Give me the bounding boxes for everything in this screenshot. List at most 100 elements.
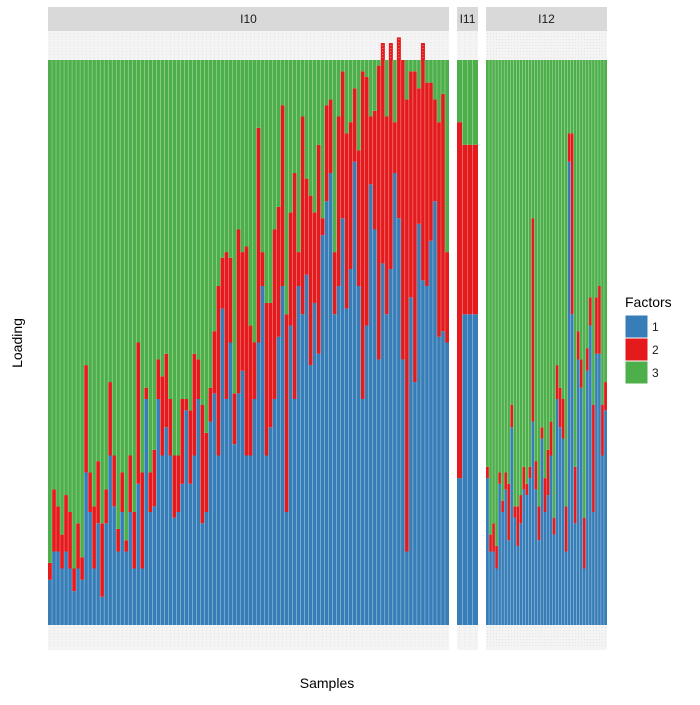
legend-label-1: 1 (652, 320, 659, 334)
x-tick-band-top (486, 31, 607, 60)
bar-i10-sample-46-factor-2 (228, 257, 233, 343)
bar-i10-sample-45-factor-1 (224, 399, 229, 625)
bar-i10-sample-32-factor-2 (172, 455, 177, 518)
bar-i12-sample-24-factor-2 (555, 365, 559, 399)
bar-i10-sample-21-factor-1 (128, 512, 133, 625)
bar-i10-sample-11-factor-1 (88, 512, 93, 625)
bar-i11-sample-4-factor-1 (472, 314, 478, 625)
bar-i10-sample-71-factor-2 (328, 99, 333, 173)
bar-i12-sample-3-factor-3 (492, 60, 496, 524)
bar-i12-sample-19-factor-3 (540, 60, 544, 428)
bar-i10-sample-90-factor-2 (404, 99, 409, 552)
bar-i10-sample-65-factor-2 (304, 178, 309, 275)
bar-i10-sample-28-factor-3 (156, 60, 161, 360)
bar-i12-sample-26-factor-2 (561, 399, 565, 439)
bar-i12-sample-25-factor-3 (558, 60, 562, 388)
bar-i12-sample-27-factor-2 (564, 506, 568, 552)
bar-i12-sample-34-factor-2 (585, 348, 589, 371)
bar-i12-sample-33-factor-2 (582, 517, 586, 569)
bar-i10-sample-6-factor-1 (68, 568, 73, 625)
bar-i10-sample-75-factor-2 (344, 133, 349, 309)
bar-i10-sample-97-factor-2 (432, 99, 437, 202)
bar-i10-sample-69-factor-3 (320, 60, 325, 219)
bar-i10-sample-96-factor-1 (428, 240, 433, 626)
legend-key-2 (624, 337, 649, 362)
bar-i10-sample-49-factor-3 (240, 60, 245, 253)
bar-i10-sample-80-factor-1 (364, 325, 369, 625)
legend-label-2: 2 (652, 343, 659, 357)
bar-i12-sample-1-factor-2 (486, 466, 490, 479)
bar-i10-sample-27-factor-3 (152, 60, 157, 450)
bar-i10-sample-4-factor-1 (60, 568, 65, 625)
bar-i10-sample-1-factor-3 (48, 60, 53, 563)
bar-i10-sample-70-factor-2 (324, 105, 329, 202)
bar-i10-sample-50-factor-3 (244, 60, 249, 247)
bar-i10-sample-16-factor-2 (108, 382, 113, 456)
bar-i10-sample-77-factor-1 (352, 161, 357, 625)
bar-i10-sample-40-factor-2 (204, 432, 209, 512)
bar-i10-sample-64-factor-3 (300, 60, 305, 117)
bar-i10-sample-25-factor-1 (144, 399, 149, 625)
facet-panel-i11: I11 (457, 7, 478, 650)
bar-i10-sample-94-factor-2 (420, 43, 425, 281)
bar-i10-sample-27-factor-2 (152, 449, 157, 507)
bar-i12-sample-24-factor-1 (555, 399, 559, 625)
bar-i12-sample-13-factor-3 (522, 60, 526, 467)
bar-i12-sample-40-factor-2 (603, 382, 607, 411)
bar-i10-sample-98-factor-1 (436, 336, 441, 625)
bar-i10-sample-74-factor-3 (340, 60, 345, 72)
bar-i10-sample-31-factor-2 (168, 399, 173, 456)
bar-i10-sample-48-factor-2 (236, 229, 241, 394)
bar-i10-sample-63-factor-3 (296, 60, 301, 253)
bar-i12-sample-38-factor-3 (597, 60, 601, 286)
bar-i12-sample-18-factor-1 (537, 540, 541, 625)
bar-i12-sample-14-factor-3 (525, 60, 529, 484)
bar-i10-sample-100-factor-1 (444, 342, 449, 625)
bar-i10-sample-48-factor-1 (236, 393, 241, 625)
bar-i12-sample-9-factor-3 (510, 60, 514, 405)
bar-i10-sample-62-factor-2 (292, 173, 297, 399)
bar-i10-sample-99-factor-2 (440, 93, 445, 332)
bar-i10-sample-68-factor-3 (316, 60, 321, 145)
bar-i10-sample-26-factor-1 (148, 512, 153, 625)
bar-i10-sample-18-factor-1 (116, 551, 121, 625)
bar-i10-sample-74-factor-1 (340, 218, 345, 625)
x-tick-band-top (457, 31, 478, 60)
bar-i10-sample-30-factor-1 (164, 427, 169, 625)
bar-i10-sample-53-factor-3 (256, 60, 261, 128)
bar-i10-sample-81-factor-1 (368, 184, 373, 626)
bar-i10-sample-53-factor-2 (256, 127, 261, 343)
bar-i10-sample-61-factor-2 (288, 212, 293, 326)
bar-i10-sample-66-factor-3 (308, 60, 313, 196)
bar-i10-sample-49-factor-2 (240, 252, 245, 371)
bar-i12-sample-11-factor-3 (516, 60, 520, 507)
bar-i10-sample-70-factor-1 (324, 201, 329, 625)
bar-i10-sample-83-factor-2 (376, 65, 381, 360)
facet-panel-i12: I12 (486, 7, 607, 650)
bar-i10-sample-71-factor-3 (328, 60, 333, 100)
bar-i11-sample-1-factor-1 (457, 478, 463, 625)
bar-i10-sample-54-factor-2 (260, 252, 265, 286)
bar-i10-sample-13-factor-2 (96, 461, 101, 524)
bar-i10-sample-34-factor-1 (180, 483, 185, 625)
bar-i12-sample-23-factor-2 (552, 517, 556, 535)
bar-i10-sample-7-factor-2 (72, 568, 77, 592)
bar-i12-sample-18-factor-2 (537, 506, 541, 541)
bar-i10-sample-96-factor-3 (428, 60, 433, 83)
bar-i10-sample-89-factor-1 (400, 359, 405, 625)
bar-i10-sample-54-factor-3 (260, 60, 265, 253)
facet-strip (48, 7, 449, 31)
bar-i12-sample-7-factor-3 (504, 60, 508, 473)
x-tick-band-bottom (48, 625, 449, 650)
bar-i10-sample-83-factor-1 (376, 359, 381, 625)
bar-i10-sample-32-factor-1 (172, 517, 177, 625)
bar-i10-sample-64-factor-2 (300, 116, 305, 315)
bar-i12-sample-12-factor-2 (519, 495, 523, 524)
bar-i11-sample-4-factor-2 (472, 144, 478, 315)
bar-i10-sample-14-factor-1 (100, 596, 105, 625)
bar-i10-sample-82-factor-2 (372, 110, 377, 230)
bar-i12-sample-13-factor-2 (522, 466, 526, 490)
bar-i10-sample-22-factor-2 (132, 512, 137, 569)
facet-strip (457, 7, 478, 31)
